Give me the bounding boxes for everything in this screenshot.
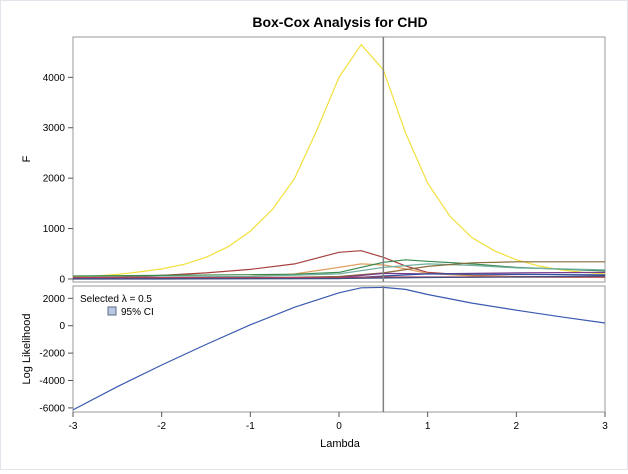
x-tick-label-2: -1 [246, 421, 255, 432]
legend-ci-swatch [107, 306, 117, 316]
lower-y-tick-label-3: 0 [59, 321, 65, 332]
x-axis-label: Lambda [320, 438, 361, 450]
lower-panel-frame [72, 285, 606, 413]
x-tick-label-1: -2 [157, 421, 166, 432]
upper-y-tick-label-0: 0 [59, 274, 65, 285]
legend-ci-label: 95% CI [121, 307, 154, 318]
upper-series-line-0 [72, 43, 606, 278]
legend-selected-lambda: Selected λ = 0.5 [80, 294, 152, 305]
lower-y-tick-label-4: 2000 [43, 294, 66, 305]
x-tick-label-5: 2 [514, 421, 520, 432]
lower-y-ticks: -6000 -4000 -2000 0 2000 [39, 294, 73, 414]
x-tick-label-6: 3 [602, 421, 608, 432]
upper-y-tick-label-4: 4000 [43, 73, 66, 84]
upper-y-axis-label: F [21, 155, 33, 162]
lower-y-axis-label: Log Likelihood [21, 314, 33, 385]
upper-y-ticks: 0 1000 2000 3000 4000 [43, 73, 73, 285]
lower-y-tick-label-1: -4000 [39, 376, 65, 387]
upper-series-group [72, 43, 606, 280]
upper-panel-frame [72, 36, 606, 283]
lower-y-tick-label-2: -2000 [39, 349, 65, 360]
f-statistic-panel: 0 1000 2000 3000 4000 F [21, 36, 606, 285]
lower-series-group [72, 286, 606, 411]
upper-series-line-9 [73, 275, 606, 280]
upper-y-tick-label-2: 2000 [43, 174, 66, 185]
legend: Selected λ = 0.5 95% CI [80, 294, 154, 318]
x-tick-label-4: 1 [425, 421, 431, 432]
lower-y-tick-label-0: -6000 [39, 403, 65, 414]
log-likelihood-panel: -6000 -4000 -2000 0 2000 Log Likelihood Sele… [21, 285, 606, 414]
x-tick-label-3: 0 [336, 421, 342, 432]
lower-series-line-0 [72, 286, 606, 411]
x-axis-ticks: -3 -2 -1 0 1 2 3 [69, 412, 608, 432]
upper-y-tick-label-1: 1000 [43, 224, 66, 235]
chart-title: Box-Cox Analysis for CHD [252, 14, 427, 30]
x-tick-label-0: -3 [69, 421, 78, 432]
upper-y-tick-label-3: 3000 [43, 123, 66, 134]
